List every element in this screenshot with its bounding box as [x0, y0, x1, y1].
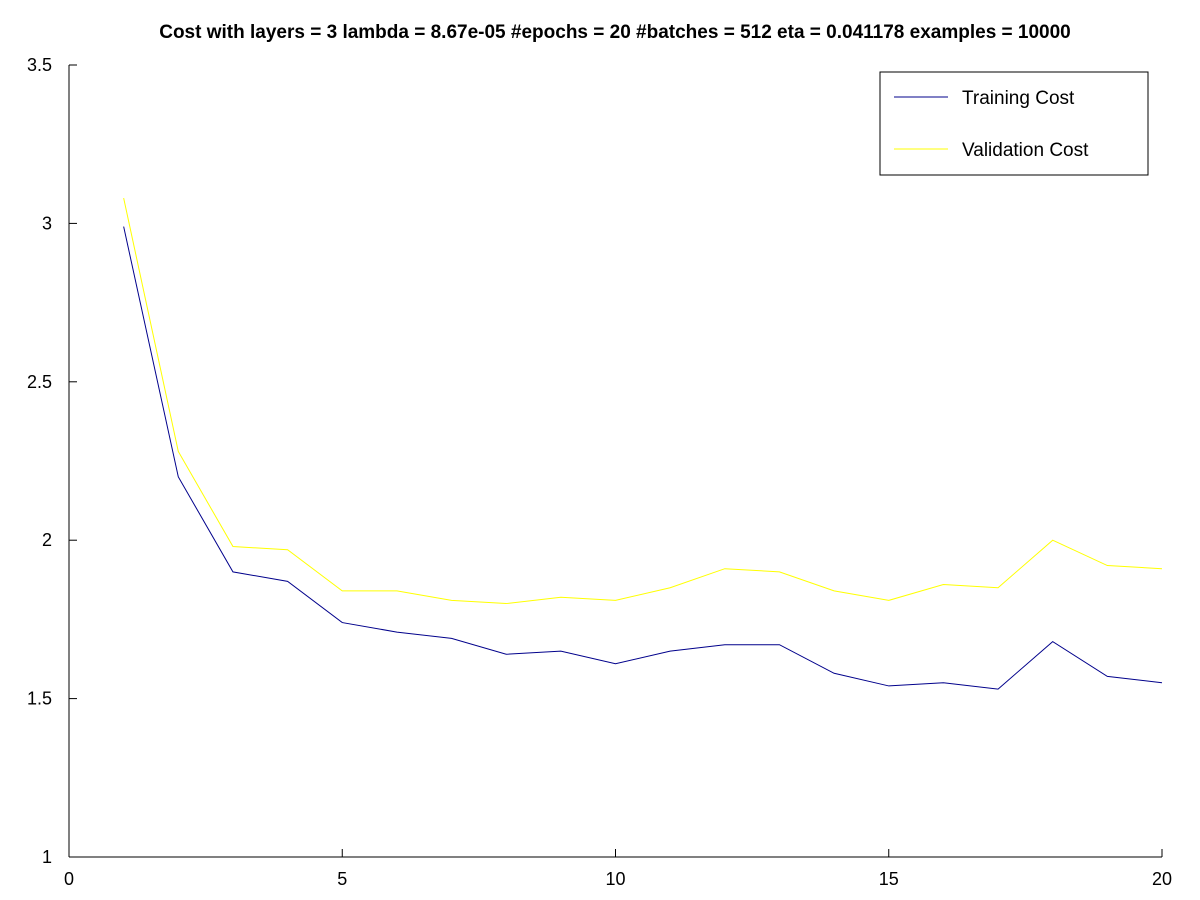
- chart-title: Cost with layers = 3 lambda = 8.67e-05 #…: [159, 22, 1071, 43]
- y-tick-label: 1.5: [27, 689, 52, 709]
- legend-label: Training Cost: [962, 88, 1075, 109]
- legend-label: Validation Cost: [962, 140, 1089, 161]
- x-tick-label: 0: [64, 869, 74, 889]
- y-tick-label: 2: [42, 530, 52, 550]
- series-layer: [123, 197, 1163, 690]
- y-tick-label: 2.5: [27, 372, 52, 392]
- series-line-validation-cost: [123, 197, 1163, 605]
- axes: 1 1.5 2 2.5 3 3.5 0 5 10 15 20: [27, 55, 1172, 889]
- x-tick-label: 15: [879, 869, 899, 889]
- y-tick-label: 1: [42, 847, 52, 867]
- x-tick-label: 5: [337, 869, 347, 889]
- series-line-training-cost: [123, 226, 1163, 690]
- x-tick-label: 10: [605, 869, 625, 889]
- legend-box: [879, 71, 1149, 176]
- legend: Training Cost Validation Cost: [879, 71, 1149, 176]
- y-tick-label: 3: [42, 213, 52, 233]
- x-tick-label: 20: [1152, 869, 1172, 889]
- y-tick-label: 3.5: [27, 55, 52, 75]
